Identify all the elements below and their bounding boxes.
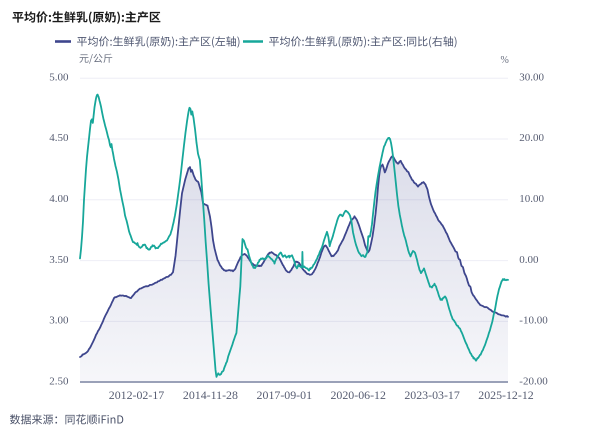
svg-text:2012-02-17: 2012-02-17: [109, 388, 165, 402]
svg-text:2023-03-17: 2023-03-17: [404, 388, 460, 402]
svg-text:3.50: 3.50: [49, 254, 69, 266]
svg-text:2025-12-12: 2025-12-12: [478, 388, 534, 402]
svg-text:4.00: 4.00: [49, 193, 69, 205]
svg-text:3.00: 3.00: [49, 315, 69, 327]
svg-text:2014-11-28: 2014-11-28: [183, 388, 238, 402]
svg-text:2020-06-12: 2020-06-12: [330, 388, 386, 402]
svg-text:5.00: 5.00: [49, 71, 69, 83]
svg-text:-10.00: -10.00: [519, 315, 548, 327]
svg-text:0.00: 0.00: [519, 254, 539, 266]
svg-text:20.00: 20.00: [519, 132, 544, 144]
svg-text:10.00: 10.00: [519, 193, 544, 205]
svg-text:2.50: 2.50: [49, 375, 69, 387]
svg-text:2017-09-01: 2017-09-01: [257, 388, 313, 402]
svg-text:30.00: 30.00: [519, 71, 544, 83]
svg-text:-20.00: -20.00: [519, 375, 548, 387]
svg-text:4.50: 4.50: [49, 132, 69, 144]
svg-text:%: %: [501, 55, 509, 66]
